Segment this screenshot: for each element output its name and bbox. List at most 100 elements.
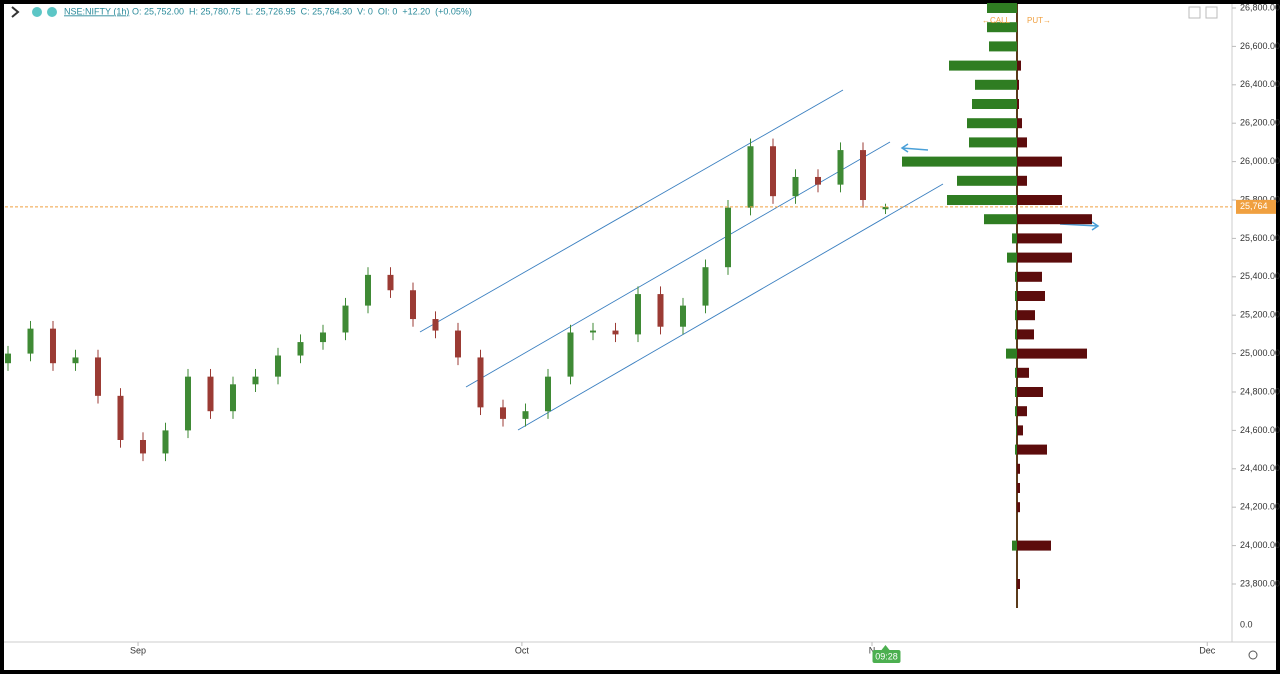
x-tick-label: Dec [1199, 645, 1216, 655]
put-oi-bar [1017, 175, 1027, 186]
candle-body [49, 328, 56, 364]
put-oi-bar [1017, 156, 1062, 167]
call-oi-bar [984, 214, 1017, 225]
candle-body [117, 395, 124, 440]
put-oi-bar [1017, 79, 1019, 90]
candle-body [612, 330, 619, 335]
call-oi-bar [1015, 444, 1017, 455]
candle-body [792, 176, 799, 197]
put-oi-bar [1017, 502, 1020, 513]
candle-body [297, 342, 304, 356]
y-tick-label: 24,600.00 [1240, 425, 1280, 435]
call-oi-bar [1015, 310, 1017, 321]
x-tick-label: Oct [515, 645, 530, 655]
y-tick-label: 24,800.00 [1240, 386, 1280, 396]
settings-button[interactable] [1248, 650, 1258, 660]
y-tick-label: 25,200.00 [1240, 310, 1280, 320]
put-oi-bar [1017, 578, 1020, 589]
put-oi-bar [1017, 463, 1020, 474]
y-tick-label: 24,400.00 [1240, 463, 1280, 473]
candle-body [364, 274, 371, 306]
put-oi-bar [1017, 271, 1042, 282]
call-oi-bar [902, 156, 1017, 167]
candle-body [184, 376, 191, 431]
candle-body [544, 376, 551, 412]
call-oi-bar [1015, 367, 1017, 378]
put-oi-bar [1017, 540, 1051, 551]
call-oi-bar [972, 99, 1017, 110]
put-oi-bar [1017, 233, 1062, 244]
candle-body [319, 332, 326, 343]
put-oi-bar [1017, 329, 1034, 340]
arrow [900, 143, 929, 153]
y-tick-label: 26,000.00 [1240, 156, 1280, 166]
channel-line [419, 89, 844, 333]
call-oi-bar [969, 137, 1017, 148]
candle-body [882, 206, 889, 210]
candle-body [859, 150, 866, 201]
call-oi-bar [1007, 252, 1017, 263]
put-oi-bar [1017, 386, 1043, 397]
y-tick-label: 25,000.00 [1240, 348, 1280, 358]
status-dot [47, 7, 57, 17]
candle-body [837, 150, 844, 185]
call-oi-bar [947, 195, 1017, 206]
call-oi-bar [949, 60, 1017, 71]
time-badge-label: 09:28 [875, 651, 898, 661]
put-oi-bar [1017, 118, 1022, 129]
legend-entry: PUT→ [1027, 16, 1051, 25]
fullscreen-button[interactable] [1205, 6, 1218, 19]
candle-body [477, 357, 484, 408]
put-oi-bar [1017, 195, 1062, 206]
put-oi-bar [1017, 425, 1023, 436]
candle-body [229, 384, 236, 412]
candle-body [27, 328, 34, 354]
candle-body [4, 353, 11, 364]
call-oi-bar [1015, 406, 1017, 417]
call-oi-bar [989, 41, 1017, 52]
lower-axis-label: 0.0 [1240, 619, 1253, 629]
candle-body [589, 330, 596, 333]
y-tick-label: 25,600.00 [1240, 233, 1280, 243]
candle-body [567, 332, 574, 377]
candle-body [274, 355, 281, 377]
ohlc-readout: O: 25,752.00 H: 25,780.75 L: 25,726.95 C… [132, 6, 472, 16]
status-dot [32, 7, 42, 17]
candle-body [814, 176, 821, 185]
call-oi-bar [957, 175, 1017, 186]
y-tick-label: 26,600.00 [1240, 41, 1280, 51]
y-tick-label: 25,400.00 [1240, 271, 1280, 281]
call-oi-bar [975, 79, 1017, 90]
candle-body [94, 357, 101, 396]
candle-body [657, 294, 664, 327]
y-tick-label: 26,200.00 [1240, 118, 1280, 128]
last-price-tag [1236, 199, 1276, 214]
call-oi-bar [967, 118, 1017, 129]
candle-body [769, 146, 776, 197]
collapse-button[interactable] [11, 6, 20, 18]
put-oi-bar [1017, 291, 1045, 302]
candle-body [252, 376, 259, 385]
put-oi-bar [1017, 310, 1035, 321]
candle-body [409, 290, 416, 320]
candle-body [724, 207, 731, 268]
x-tick-label: N [869, 645, 876, 655]
put-oi-bar [1017, 214, 1092, 225]
call-oi-bar [1012, 540, 1017, 551]
put-oi-bar [1017, 367, 1029, 378]
put-oi-bar [1017, 99, 1019, 110]
y-tick-label: 26,800.00 [1240, 2, 1280, 12]
dropdown-button[interactable] [1188, 6, 1201, 19]
y-tick-label: 24,200.00 [1240, 502, 1280, 512]
chart-background [4, 4, 1276, 670]
legend-entry: ←CALL [982, 16, 1011, 25]
symbol[interactable]: NSE:NIFTY (1h) [64, 6, 129, 16]
arrow [1059, 221, 1100, 231]
put-oi-bar [1017, 444, 1047, 455]
last-price-label: 25,764 [1240, 201, 1268, 211]
candle-body [162, 430, 169, 454]
call-oi-bar [987, 3, 1017, 14]
put-oi-bar [1017, 137, 1027, 148]
call-oi-bar [1015, 329, 1017, 340]
